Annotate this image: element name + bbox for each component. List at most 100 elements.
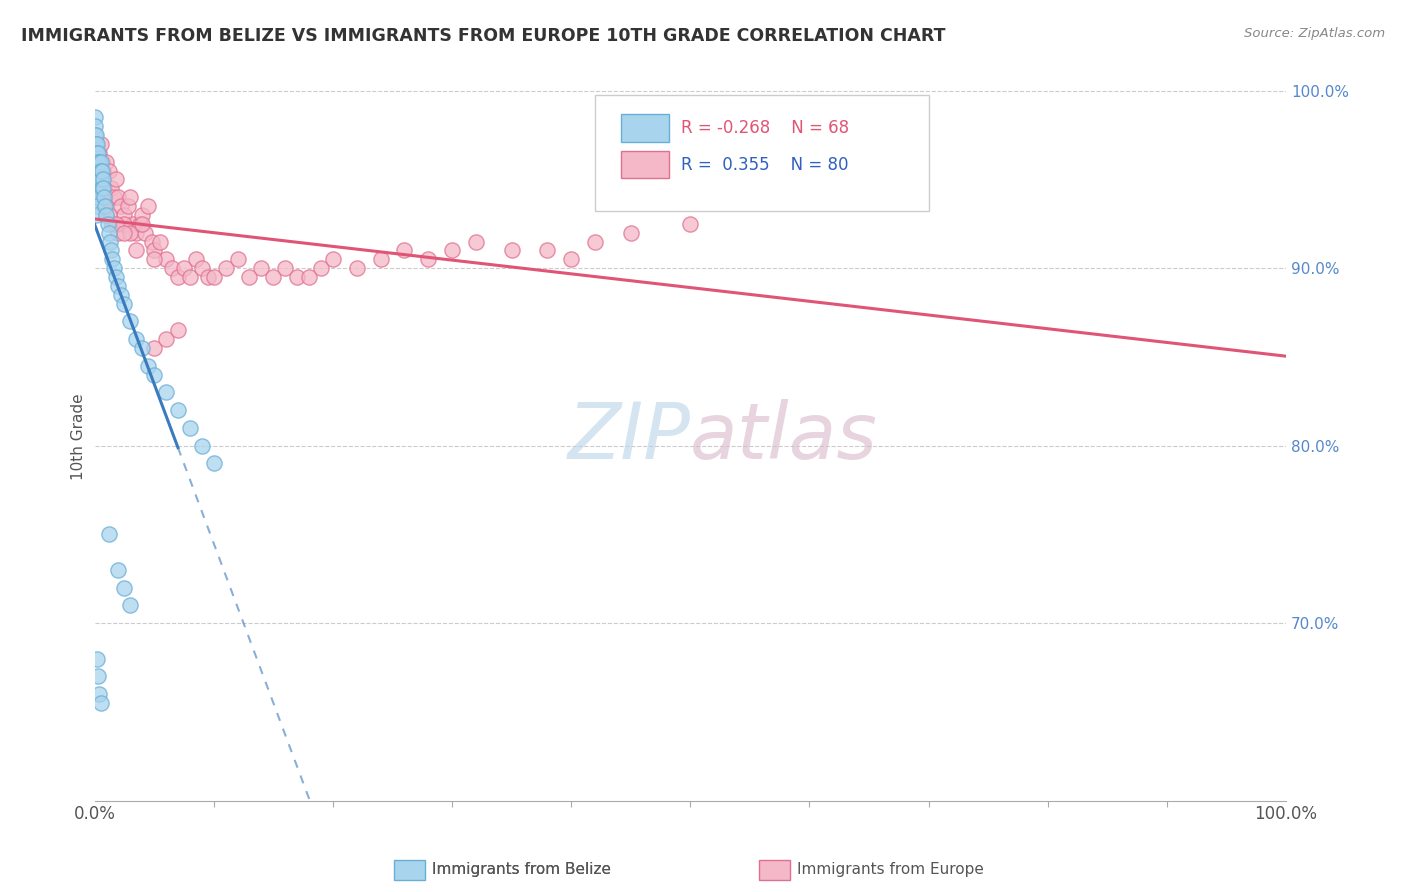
Point [93,199,115,213]
Point [125,244,148,258]
Point [84,190,107,204]
Point [90,696,112,710]
Point [191,261,214,276]
Point [101,252,124,267]
Point [370,252,392,267]
Point [679,217,702,231]
Point [100,244,122,258]
Point [93,190,115,204]
Point [191,439,214,453]
Point [107,226,129,240]
Point [89,172,111,186]
Point [131,217,153,231]
Point [90,163,112,178]
Text: Immigrants from Belize: Immigrants from Belize [432,863,610,877]
Point [583,235,606,249]
Point [96,208,118,222]
Point [202,270,225,285]
Point [97,226,120,240]
Point [91,172,114,186]
Point [83,136,105,151]
Point [125,226,148,240]
Point [143,368,166,382]
Point [346,261,368,276]
Point [84,208,107,222]
Point [501,244,523,258]
Point [87,163,110,178]
Point [105,172,128,186]
Point [84,199,107,213]
Point [97,527,120,541]
Point [143,252,166,267]
Point [86,145,108,160]
Point [128,217,150,231]
Point [536,244,558,258]
Point [90,163,112,178]
Point [86,651,108,665]
Point [143,341,166,355]
Point [418,252,440,267]
Point [136,359,159,373]
Point [87,669,110,683]
Text: atlas: atlas [690,399,879,475]
Point [83,190,105,204]
Point [173,261,195,276]
Point [120,190,142,204]
Point [90,190,112,204]
Point [136,199,159,213]
Point [125,332,148,346]
Point [90,154,112,169]
Point [112,217,135,231]
Point [394,244,416,258]
Point [87,181,110,195]
Point [89,181,111,195]
Point [97,208,120,222]
Point [226,252,249,267]
Point [86,172,108,186]
Point [560,252,582,267]
Point [96,154,118,169]
Point [440,244,463,258]
Point [184,252,207,267]
Text: Immigrants from Belize: Immigrants from Belize [432,863,610,877]
Point [131,208,153,222]
Point [90,172,112,186]
Point [86,163,108,178]
Point [110,199,132,213]
Point [214,261,236,276]
Point [112,208,135,222]
Text: Source: ZipAtlas.com: Source: ZipAtlas.com [1244,27,1385,40]
Point [143,244,166,258]
Point [110,288,132,302]
Point [83,111,105,125]
Point [86,163,108,178]
Point [322,252,344,267]
Point [91,181,114,195]
Point [86,154,108,169]
Point [141,235,163,249]
Point [167,323,190,337]
Point [197,270,219,285]
Point [97,217,120,231]
Point [160,261,183,276]
Point [105,217,128,231]
Point [87,145,110,160]
Point [87,154,110,169]
Point [179,421,201,435]
Point [84,136,107,151]
Point [179,270,201,285]
Point [112,581,135,595]
Point [149,235,172,249]
Point [84,181,107,195]
Point [84,163,107,178]
Text: R =  0.355    N = 80: R = 0.355 N = 80 [681,156,848,174]
Point [103,261,125,276]
Point [83,172,105,186]
Point [250,261,273,276]
Point [121,217,143,231]
Point [91,163,114,178]
Point [84,154,107,169]
Point [90,136,112,151]
Point [262,270,284,285]
Point [107,563,129,577]
